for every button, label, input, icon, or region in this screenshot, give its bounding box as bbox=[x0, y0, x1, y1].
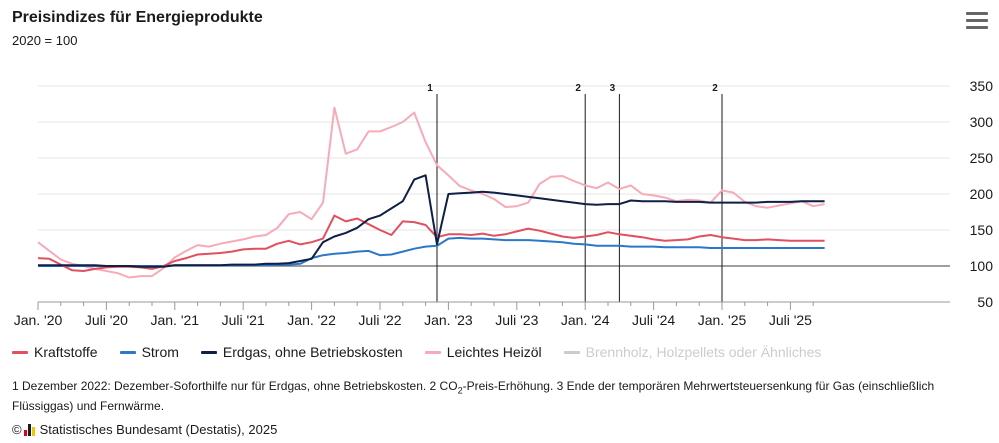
axes: 50 100 150 200 250 300 350 Jan. '20 Juli '20 Jan.… bbox=[14, 78, 994, 328]
copyright-symbol: © bbox=[12, 422, 22, 437]
line-chart: 1 2 3 2 50 100 150 200 250 300 350 Jan. '20 Juli '2… bbox=[14, 78, 994, 328]
footnote-subscript: 2 bbox=[457, 385, 463, 396]
source-text: Statistisches Bundesamt (Destatis), 2025 bbox=[39, 422, 278, 437]
legend-label: Erdgas, ohne Betriebskosten bbox=[222, 344, 403, 360]
x-tick-label: Jan. '21 bbox=[150, 312, 199, 328]
footnote-text-2: -Preis-Erhöhung. 3 Ende der temporären M… bbox=[12, 379, 935, 414]
legend-swatch bbox=[563, 350, 580, 354]
x-tick-label: Juli '24 bbox=[632, 312, 675, 328]
y-tick-label: 150 bbox=[970, 222, 994, 238]
legend-swatch bbox=[119, 350, 136, 354]
annotation-label: 2 bbox=[712, 83, 718, 94]
x-tick-label: Jan. '20 bbox=[14, 312, 63, 328]
y-tick-label: 50 bbox=[977, 294, 993, 310]
series-line-1[interactable] bbox=[38, 236, 825, 267]
annotation-label: 1 bbox=[427, 83, 433, 94]
x-tick-label: Juli '23 bbox=[495, 312, 538, 328]
legend-item-2[interactable]: Erdgas, ohne Betriebskosten bbox=[200, 344, 403, 360]
y-tick-label: 250 bbox=[970, 150, 994, 166]
menu-bar-2 bbox=[966, 19, 988, 22]
chart-legend: Kraftstoffe Strom Erdgas, ohne Betriebskos… bbox=[12, 344, 843, 360]
legend-item-3[interactable]: Leichtes Heizöl bbox=[424, 344, 542, 360]
annotation-lines: 1 2 3 2 bbox=[427, 83, 723, 302]
annotation-label: 2 bbox=[575, 83, 581, 94]
legend-swatch bbox=[12, 350, 28, 354]
legend-item-0[interactable]: Kraftstoffe bbox=[12, 344, 98, 360]
series-line-2[interactable] bbox=[38, 174, 825, 268]
series-line-0[interactable] bbox=[37, 214, 825, 272]
menu-bar-1 bbox=[966, 12, 988, 15]
legend-label: Leichtes Heizöl bbox=[446, 344, 542, 360]
legend-label: Kraftstoffe bbox=[34, 344, 98, 360]
y-tick-label: 350 bbox=[970, 78, 994, 94]
chart-subtitle: 2020 = 100 bbox=[12, 33, 78, 48]
footnote-text-1: 1 Dezember 2022: Dezember-Soforthilfe nu… bbox=[12, 379, 458, 393]
annotation-label: 3 bbox=[610, 83, 616, 94]
footnote: 1 Dezember 2022: Dezember-Soforthilfe nu… bbox=[12, 378, 972, 414]
x-tick-label: Juli '22 bbox=[358, 312, 401, 328]
series-line-3[interactable] bbox=[37, 106, 825, 279]
source-line: © Statistisches Bundesamt (Destatis), 20… bbox=[12, 422, 277, 437]
x-tick-label: Jan. '25 bbox=[698, 312, 747, 328]
legend-label: Brennholz, Holzpellets oder Ähnliches bbox=[585, 344, 822, 360]
destatis-logo-icon bbox=[23, 423, 36, 436]
menu-bar-3 bbox=[966, 26, 988, 29]
legend-swatch bbox=[424, 350, 441, 354]
x-tick-label: Jan. '22 bbox=[287, 312, 336, 328]
y-tick-label: 300 bbox=[970, 114, 994, 130]
x-tick-label: Jan. '24 bbox=[561, 312, 610, 328]
chart-title: Preisindizes für Energieprodukte bbox=[12, 9, 263, 26]
legend-swatch bbox=[200, 350, 217, 354]
y-tick-label: 100 bbox=[970, 258, 994, 274]
legend-label: Strom bbox=[141, 344, 179, 360]
legend-item-1[interactable]: Strom bbox=[119, 344, 179, 360]
y-tick-label: 200 bbox=[970, 186, 994, 202]
x-tick-label: Juli '20 bbox=[85, 312, 128, 328]
x-tick-label: Juli '21 bbox=[222, 312, 265, 328]
x-tick-label: Juli '25 bbox=[769, 312, 812, 328]
legend-item-4[interactable]: Brennholz, Holzpellets oder Ähnliches bbox=[563, 344, 822, 360]
hamburger-menu-icon[interactable] bbox=[966, 12, 988, 32]
x-tick-label: Jan. '23 bbox=[424, 312, 473, 328]
series-lines bbox=[37, 106, 825, 279]
